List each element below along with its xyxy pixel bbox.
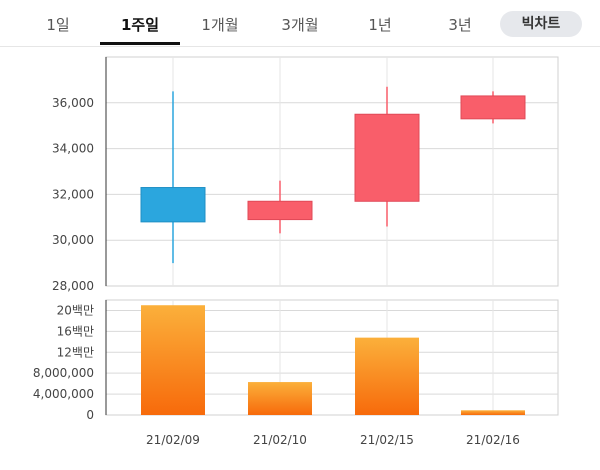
candle-body xyxy=(354,113,420,202)
volume-bar xyxy=(141,305,205,415)
price-tick-label: 32,000 xyxy=(52,187,94,201)
candle-body xyxy=(140,187,206,223)
price-axis: 28,000 30,000 32,000 34,000 36,000 xyxy=(52,57,107,293)
volume-tick-label: 12백만 xyxy=(57,345,94,359)
volume-tick-label: 4,000,000 xyxy=(33,387,94,401)
x-tick-label: 21/02/15 xyxy=(360,433,414,447)
candle-body xyxy=(247,200,313,221)
volume-bars xyxy=(141,305,525,415)
price-tick-label: 34,000 xyxy=(52,142,94,156)
price-grid xyxy=(105,56,559,287)
price-tick-label: 28,000 xyxy=(52,279,94,293)
volume-bar xyxy=(461,410,525,415)
volume-axis: 0 4,000,000 8,000,000 12백만 16백만 20백만 xyxy=(33,300,107,422)
volume-bar xyxy=(248,382,312,415)
volume-tick-label: 16백만 xyxy=(57,324,94,338)
price-plot-frame xyxy=(105,56,559,287)
candles xyxy=(140,86,526,264)
x-tick-label: 21/02/10 xyxy=(253,433,307,447)
volume-tick-label: 8,000,000 xyxy=(33,366,94,380)
tab-1-day[interactable]: 1일 xyxy=(46,16,70,34)
volume-tick-label: 0 xyxy=(86,408,94,422)
price-tick-label: 30,000 xyxy=(52,233,94,247)
x-tick-label: 21/02/09 xyxy=(146,433,200,447)
candle-body xyxy=(460,95,526,120)
period-tabs: 1일 1주일 1개월 3개월 1년 3년 빅차트 xyxy=(0,0,600,47)
tab-1-year[interactable]: 1년 xyxy=(368,16,392,34)
volume-bar xyxy=(355,337,419,415)
tab-3-months[interactable]: 3개월 xyxy=(281,16,319,34)
big-chart-button[interactable]: 빅차트 xyxy=(500,11,582,37)
tab-3-years[interactable]: 3년 xyxy=(448,16,472,34)
tab-1-month[interactable]: 1개월 xyxy=(201,16,239,34)
active-tab-indicator xyxy=(100,42,180,45)
tab-1-week[interactable]: 1주일 xyxy=(120,16,160,34)
x-axis-labels: 21/02/09 21/02/10 21/02/15 21/02/16 xyxy=(146,433,520,447)
volume-tick-label: 20백만 xyxy=(57,303,94,317)
price-tick-label: 36,000 xyxy=(52,96,94,110)
x-tick-label: 21/02/16 xyxy=(466,433,520,447)
